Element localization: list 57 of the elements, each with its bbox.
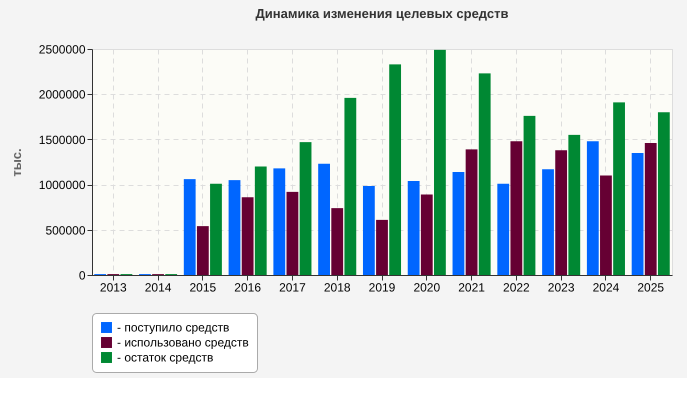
x-tick-label: 2013 xyxy=(100,280,127,294)
y-tick-label: 2000000 xyxy=(38,88,86,102)
bar xyxy=(242,197,254,275)
bar xyxy=(389,64,402,275)
x-tick-label: 2015 xyxy=(190,280,217,294)
x-tick-label: 2020 xyxy=(413,280,440,294)
bar xyxy=(420,194,433,275)
bar xyxy=(644,143,657,275)
y-tick-label: 2500000 xyxy=(38,42,86,56)
bar xyxy=(273,168,286,275)
bar xyxy=(613,102,625,275)
bar xyxy=(466,149,478,275)
x-tick-label: 2022 xyxy=(503,280,530,294)
bar xyxy=(300,142,312,275)
bar xyxy=(318,164,330,275)
bar xyxy=(632,152,644,275)
legend-label: - использовано средств xyxy=(117,336,249,350)
bar xyxy=(555,150,568,275)
y-tick-label: 500000 xyxy=(45,223,86,238)
bar xyxy=(568,134,580,275)
y-axis-title: тыс. xyxy=(8,148,24,177)
legend-label: - поступило средств xyxy=(117,320,230,334)
x-tick-label: 2021 xyxy=(458,280,486,294)
y-tick-label: 1000000 xyxy=(38,178,86,192)
chart-title: Динамика изменения целевых средств xyxy=(256,6,508,21)
bar xyxy=(331,208,344,275)
bar xyxy=(452,172,464,275)
bar xyxy=(478,73,491,275)
x-tick-label: 2017 xyxy=(279,280,306,294)
legend-label: - остаток средств xyxy=(117,350,214,364)
bar xyxy=(510,141,522,275)
bar xyxy=(344,98,356,275)
bar xyxy=(286,192,298,275)
bar xyxy=(497,184,510,275)
bar xyxy=(586,141,599,275)
bar xyxy=(376,220,388,275)
x-tick-label: 2014 xyxy=(144,280,172,294)
x-tick-label: 2016 xyxy=(234,280,262,294)
bar xyxy=(542,169,554,275)
x-tick-label: 2023 xyxy=(548,280,575,294)
bar xyxy=(210,184,222,275)
y-tick-label: 1500000 xyxy=(38,132,86,147)
bar xyxy=(658,112,670,275)
bar xyxy=(254,166,267,275)
x-tick-label: 2018 xyxy=(324,280,351,294)
bar xyxy=(600,176,612,275)
x-tick-label: 2025 xyxy=(637,280,664,294)
x-tick-label: 2019 xyxy=(368,280,396,294)
y-tick-label: 0 xyxy=(78,268,86,282)
x-tick-label: 2024 xyxy=(592,280,620,294)
bar xyxy=(362,186,375,275)
bar xyxy=(524,116,536,275)
bar xyxy=(196,226,209,275)
bar xyxy=(408,180,420,275)
bar xyxy=(434,50,446,275)
bar xyxy=(228,180,240,275)
bar xyxy=(184,179,196,275)
